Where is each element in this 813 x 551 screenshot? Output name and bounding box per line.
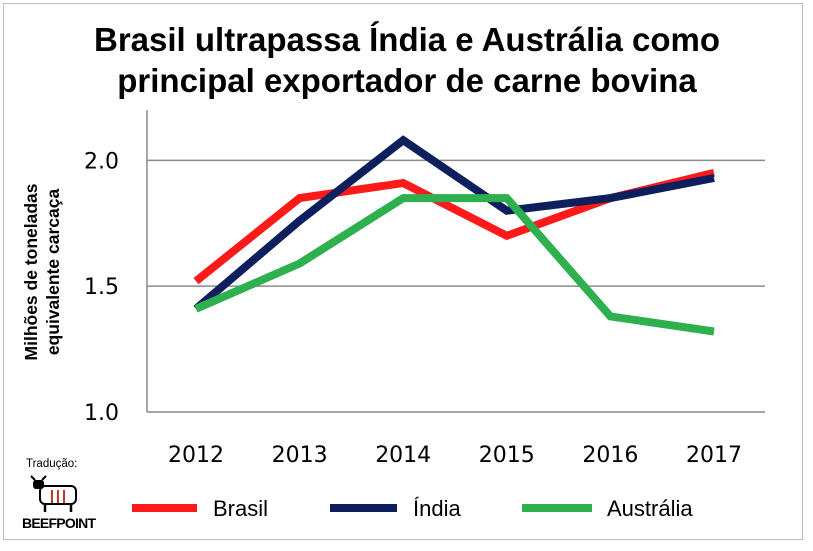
x-tick-label-2013: 2013	[272, 443, 328, 468]
legend-label-brasil: Brasil	[213, 496, 268, 521]
x-tick-label-2015: 2015	[479, 443, 535, 468]
y-tick-labels: 1.0 1.5 2.0	[84, 149, 119, 426]
series-line-australia	[194, 194, 715, 336]
y-tick-label-1.5: 1.5	[84, 275, 119, 300]
x-tick-label-2012: 2012	[168, 443, 224, 468]
chart-title-line-1: Brasil ultrapassa Índia e Austrália como	[94, 21, 720, 58]
y-tick-label-1.0: 1.0	[84, 401, 119, 426]
chart-frame	[3, 3, 803, 540]
y-axis-label-line-1: Milhões de toneladas	[21, 183, 41, 360]
legend: Brasil Índia Austrália	[132, 496, 693, 521]
series-layer	[193, 135, 715, 336]
y-axis-label-line-2: equivalente carcaça	[43, 189, 63, 356]
legend-label-india: Índia	[413, 496, 461, 521]
y-tick-label-2.0: 2.0	[84, 149, 119, 174]
x-tick-label-2016: 2016	[582, 443, 638, 468]
credit-label: Tradução:	[26, 458, 77, 470]
legend-label-australia: Austrália	[607, 496, 693, 521]
logo-text: BEEFPOINT	[22, 515, 96, 531]
series-line-india	[193, 135, 715, 312]
chart-title-line-2: principal exportador de carne bovina	[117, 62, 697, 99]
x-tick-label-2014: 2014	[375, 443, 431, 468]
x-tick-label-2017: 2017	[686, 443, 742, 468]
x-tick-labels: 2012 2013 2014 2015 2016 2017	[168, 443, 742, 468]
cattle-logo-icon	[30, 475, 77, 512]
